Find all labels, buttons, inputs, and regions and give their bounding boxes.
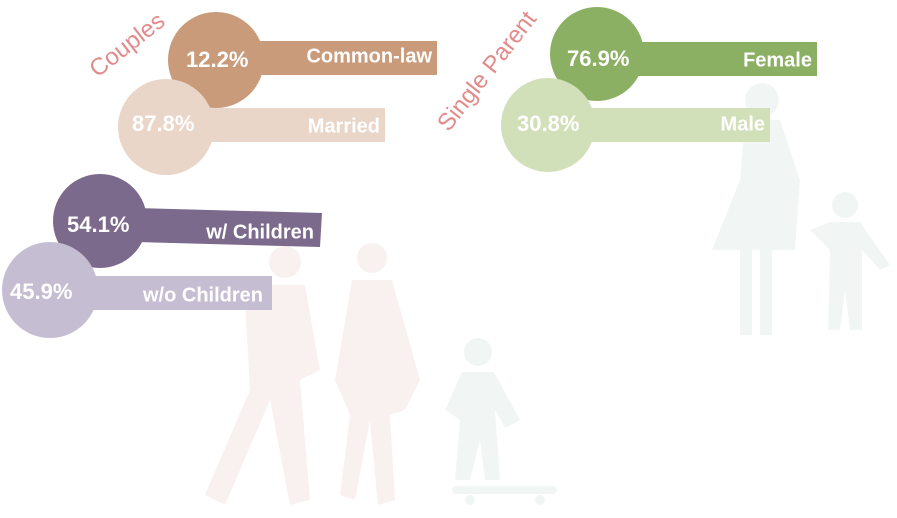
label: w/ Children [205,221,314,243]
label: Female [743,49,812,71]
item: 12.2% Common-law [168,12,437,108]
percent: 87.8% [132,111,194,136]
percent: 30.8% [517,111,579,136]
percent: 12.2% [186,47,248,72]
infographic: Couples Single Parent 12.2% Common-law 8… [0,0,897,518]
item: 30.8% Male [501,78,770,172]
label: Common-law [306,45,432,67]
percent: 54.1% [67,212,129,237]
label: Married [308,115,380,137]
label: w/o Children [142,284,263,306]
percent: 45.9% [10,279,72,304]
group-title: Couples [84,7,170,82]
item: 45.9% w/o Children [2,242,272,338]
label: Male [721,113,765,135]
item: 87.8% Married [118,79,385,175]
item: 76.9% Female [550,7,817,101]
percent: 76.9% [567,46,629,71]
